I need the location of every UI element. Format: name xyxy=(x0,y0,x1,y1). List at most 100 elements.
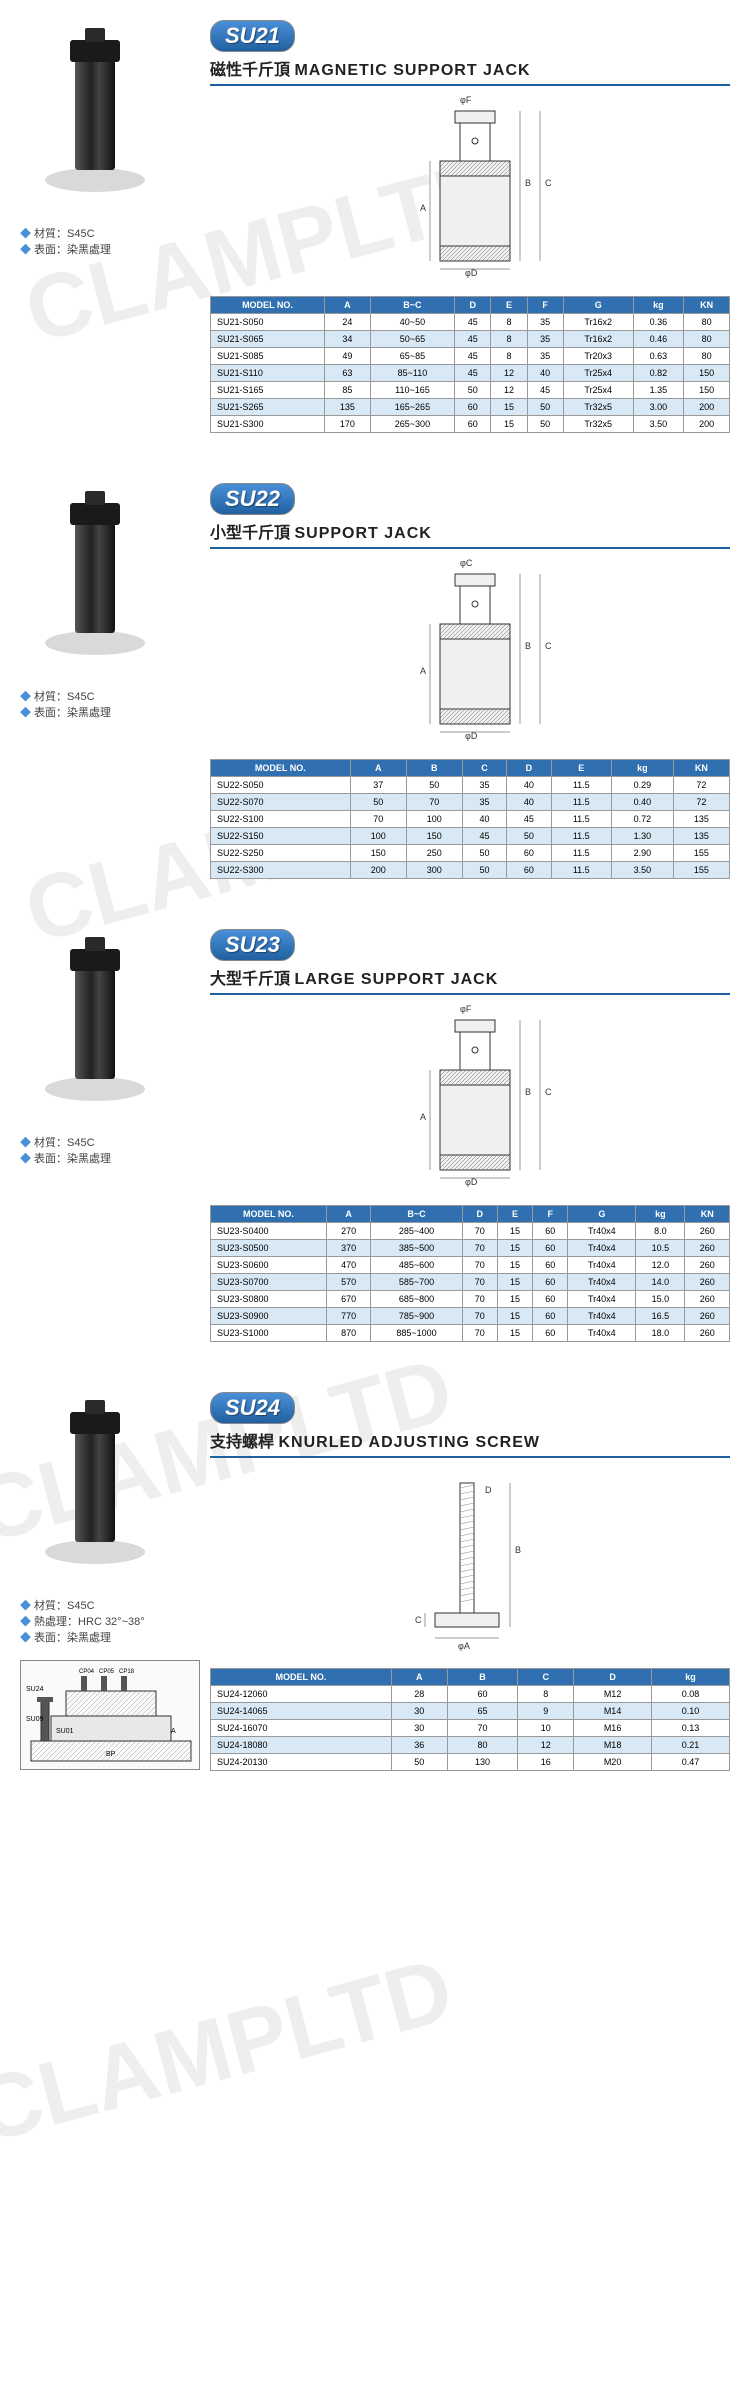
svg-text:φD: φD xyxy=(465,1177,478,1187)
material-info: ◆ 材質：S45C◆ 表面：染黑處理 xyxy=(20,688,210,720)
table-cell: 11.5 xyxy=(551,828,611,845)
product-section-su23: ◆ 材質：S45C◆ 表面：染黑處理 SU23 大型千斤頂 LARGE SUPP… xyxy=(0,909,750,1372)
table-cell: 70 xyxy=(462,1223,497,1240)
table-row: SU21-S0854965~8545835Tr20x30.6380 xyxy=(211,348,730,365)
table-cell: 260 xyxy=(685,1223,730,1240)
table-cell: M16 xyxy=(574,1720,652,1737)
table-cell: 45 xyxy=(462,828,506,845)
table-header: MODEL NO. xyxy=(211,1669,392,1686)
table-header: B~C xyxy=(370,297,454,314)
table-cell: M18 xyxy=(574,1737,652,1754)
table-cell: 260 xyxy=(685,1291,730,1308)
table-cell: 100 xyxy=(350,828,406,845)
table-cell: 11.5 xyxy=(551,845,611,862)
table-cell: 200 xyxy=(684,399,730,416)
table-header: A xyxy=(391,1669,447,1686)
table-header: MODEL NO. xyxy=(211,297,325,314)
svg-text:C: C xyxy=(545,1087,552,1097)
svg-text:SU01: SU01 xyxy=(56,1728,74,1735)
table-cell: 28 xyxy=(391,1686,447,1703)
table-cell: 15.0 xyxy=(636,1291,685,1308)
table-row: SU24-16070307010M160.13 xyxy=(211,1720,730,1737)
table-cell: 0.08 xyxy=(652,1686,730,1703)
spec-table: MODEL NO.ABCDEkgKN SU22-S0503750354011.5… xyxy=(210,759,730,879)
table-cell: 170 xyxy=(324,416,370,433)
svg-text:A: A xyxy=(420,1112,426,1122)
table-cell: SU23-S0600 xyxy=(211,1257,327,1274)
table-cell: 150 xyxy=(350,845,406,862)
material-info: ◆ 材質：S45C◆ 表面：染黑處理 xyxy=(20,225,210,257)
table-cell: 155 xyxy=(673,862,729,879)
table-cell: 30 xyxy=(391,1720,447,1737)
table-cell: 60 xyxy=(455,399,491,416)
table-cell: 80 xyxy=(684,348,730,365)
table-cell: Tr32x5 xyxy=(563,399,633,416)
table-cell: 50 xyxy=(462,862,506,879)
usage-diagram: SU24 CP04 CP05 CP18 SU09 SU01 A BP xyxy=(20,1660,200,1770)
table-cell: 0.40 xyxy=(611,794,673,811)
table-header: B xyxy=(406,760,462,777)
material-info: ◆ 材質：S45C◆ 表面：染黑處理 xyxy=(20,1134,210,1166)
table-cell: 70 xyxy=(462,1257,497,1274)
svg-text:φD: φD xyxy=(465,268,478,278)
table-cell: SU22-S070 xyxy=(211,794,351,811)
table-header: C xyxy=(462,760,506,777)
table-cell: 11.5 xyxy=(551,811,611,828)
table-row: SU23-S1000870885~1000701560Tr40x418.0260 xyxy=(211,1325,730,1342)
table-row: SU22-S250150250506011.52.90155 xyxy=(211,845,730,862)
svg-text:φF: φF xyxy=(460,1004,472,1014)
table-row: SU22-S300200300506011.53.50155 xyxy=(211,862,730,879)
svg-text:C: C xyxy=(545,178,552,188)
table-cell: 0.21 xyxy=(652,1737,730,1754)
table-cell: Tr20x3 xyxy=(563,348,633,365)
table-cell: SU21-S085 xyxy=(211,348,325,365)
material-info: ◆ 材質：S45C◆ 熱處理：HRC 32°~38°◆ 表面：染黑處理 xyxy=(20,1597,210,1645)
product-title: 磁性千斤頂 MAGNETIC SUPPORT JACK xyxy=(210,56,730,86)
watermark: CLAMPLTD xyxy=(0,1939,463,2165)
table-cell: 15 xyxy=(497,1257,532,1274)
table-cell: 50 xyxy=(507,828,551,845)
table-cell: SU21-S300 xyxy=(211,416,325,433)
table-cell: 2.90 xyxy=(611,845,673,862)
table-cell: 3.50 xyxy=(633,416,684,433)
table-cell: 260 xyxy=(685,1274,730,1291)
table-cell: SU21-S050 xyxy=(211,314,325,331)
table-cell: Tr16x2 xyxy=(563,331,633,348)
table-cell: 12.0 xyxy=(636,1257,685,1274)
table-cell: 50 xyxy=(350,794,406,811)
table-row: SU24-18080368012M180.21 xyxy=(211,1737,730,1754)
table-row: SU23-S0600470485~600701560Tr40x412.0260 xyxy=(211,1257,730,1274)
table-row: SU22-S150100150455011.51.30135 xyxy=(211,828,730,845)
table-cell: 24 xyxy=(324,314,370,331)
table-row: SU21-S300170265~300601550Tr32x53.50200 xyxy=(211,416,730,433)
table-row: SU23-S0500370385~500701560Tr40x410.5260 xyxy=(211,1240,730,1257)
table-header: F xyxy=(527,297,563,314)
table-cell: 70 xyxy=(462,1291,497,1308)
table-row: SU24-1206028608M120.08 xyxy=(211,1686,730,1703)
table-header: kg xyxy=(611,760,673,777)
table-cell: 70 xyxy=(406,794,462,811)
table-cell: 70 xyxy=(462,1274,497,1291)
product-title: 大型千斤頂 LARGE SUPPORT JACK xyxy=(210,965,730,995)
table-cell: 85~110 xyxy=(370,365,454,382)
table-cell: SU23-S0900 xyxy=(211,1308,327,1325)
table-cell: 80 xyxy=(684,331,730,348)
table-cell: 12 xyxy=(491,382,527,399)
table-cell: Tr25x4 xyxy=(563,365,633,382)
spec-table: MODEL NO.ABCDkg SU24-1206028608M120.08SU… xyxy=(210,1668,730,1771)
table-cell: SU24-16070 xyxy=(211,1720,392,1737)
table-row: SU22-S0705070354011.50.4072 xyxy=(211,794,730,811)
table-cell: 0.82 xyxy=(633,365,684,382)
table-cell: 50 xyxy=(391,1754,447,1771)
table-cell: SU24-12060 xyxy=(211,1686,392,1703)
table-cell: SU24-18080 xyxy=(211,1737,392,1754)
table-cell: 12 xyxy=(491,365,527,382)
table-cell: 50 xyxy=(527,416,563,433)
table-header: kg xyxy=(652,1669,730,1686)
table-cell: 50 xyxy=(406,777,462,794)
table-cell: 100 xyxy=(406,811,462,828)
table-cell: Tr32x5 xyxy=(563,416,633,433)
table-cell: SU22-S250 xyxy=(211,845,351,862)
table-header: D xyxy=(462,1206,497,1223)
table-cell: 0.63 xyxy=(633,348,684,365)
